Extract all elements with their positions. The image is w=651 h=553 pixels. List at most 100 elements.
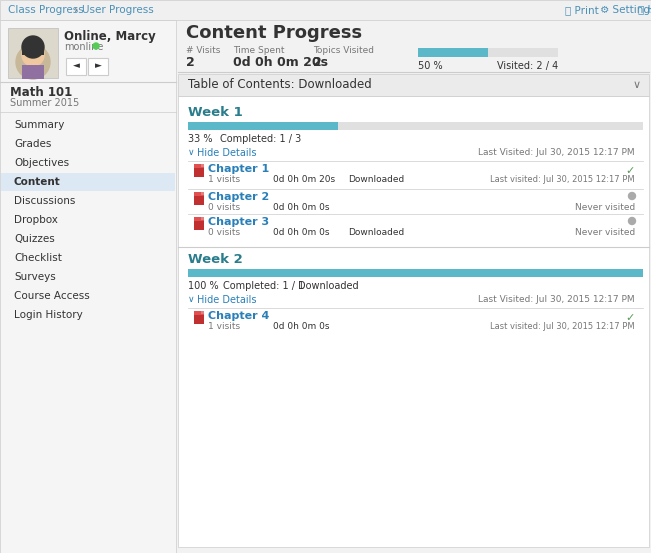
Text: 2: 2: [186, 56, 195, 69]
Text: ⎙ Print: ⎙ Print: [565, 5, 599, 15]
Text: 33 %: 33 %: [188, 134, 212, 144]
Text: Table of Contents: Downloaded: Table of Contents: Downloaded: [188, 79, 372, 91]
Text: 50 %: 50 %: [418, 61, 443, 71]
Bar: [88, 58, 108, 75]
Text: Never visited: Never visited: [575, 203, 635, 212]
Circle shape: [93, 43, 99, 49]
Bar: [194, 311, 204, 324]
Text: Week 1: Week 1: [188, 106, 243, 119]
Text: ►: ►: [94, 61, 102, 70]
Text: Chapter 4: Chapter 4: [208, 311, 270, 321]
Bar: [8, 28, 58, 78]
Text: Checklist: Checklist: [14, 253, 62, 263]
Text: Downloaded: Downloaded: [348, 175, 404, 184]
Text: ◄: ◄: [72, 61, 79, 70]
Bar: [188, 269, 643, 277]
Circle shape: [16, 45, 50, 79]
Text: ⚙ Settings: ⚙ Settings: [600, 5, 651, 15]
Text: Hide Details: Hide Details: [197, 295, 256, 305]
Bar: [194, 164, 204, 168]
Text: 0d 0h 0m 20s: 0d 0h 0m 20s: [233, 56, 328, 69]
Bar: [194, 217, 204, 230]
Text: Completed: 1 / 1: Completed: 1 / 1: [223, 281, 304, 291]
Bar: [0, 0, 651, 20]
Circle shape: [22, 44, 44, 66]
Text: 0d 0h 0m 20s: 0d 0h 0m 20s: [273, 175, 335, 184]
Text: 0 visits: 0 visits: [208, 203, 240, 212]
Text: 0 visits: 0 visits: [208, 228, 240, 237]
Text: Surveys: Surveys: [14, 272, 56, 282]
Text: Last visited: Jul 30, 2015 12:17 PM: Last visited: Jul 30, 2015 12:17 PM: [490, 322, 635, 331]
Text: ∨: ∨: [188, 148, 195, 157]
Text: 2: 2: [313, 56, 322, 69]
Bar: [22, 65, 44, 79]
Text: Content Progress: Content Progress: [186, 24, 362, 42]
Text: Downloaded: Downloaded: [298, 281, 359, 291]
Bar: [194, 217, 204, 221]
Text: Time Spent: Time Spent: [233, 46, 284, 55]
Text: Quizzes: Quizzes: [14, 234, 55, 244]
Bar: [201, 311, 204, 314]
Bar: [194, 192, 204, 196]
Bar: [194, 192, 204, 205]
Bar: [22, 47, 44, 55]
Bar: [188, 122, 643, 130]
Text: User Progress: User Progress: [82, 5, 154, 15]
Text: Login History: Login History: [14, 310, 83, 320]
Text: monline: monline: [64, 42, 104, 52]
Bar: [1, 173, 175, 191]
Bar: [201, 217, 204, 220]
Text: # Visits: # Visits: [186, 46, 221, 55]
Text: Online, Marcy: Online, Marcy: [64, 30, 156, 43]
Text: Never visited: Never visited: [575, 228, 635, 237]
Circle shape: [628, 217, 635, 225]
Text: 100 %: 100 %: [188, 281, 219, 291]
Text: Hide Details: Hide Details: [197, 148, 256, 158]
Circle shape: [628, 192, 635, 200]
Text: Last Visited: Jul 30, 2015 12:17 PM: Last Visited: Jul 30, 2015 12:17 PM: [478, 148, 635, 157]
Circle shape: [22, 36, 44, 58]
Text: Objectives: Objectives: [14, 158, 69, 168]
Bar: [178, 96, 649, 547]
Text: ✓: ✓: [626, 166, 635, 176]
Bar: [188, 122, 338, 130]
Text: ›: ›: [74, 5, 78, 15]
Text: ∨: ∨: [188, 295, 195, 304]
Bar: [0, 20, 176, 553]
Text: 0d 0h 0m 0s: 0d 0h 0m 0s: [273, 228, 329, 237]
Text: Class Progress: Class Progress: [8, 5, 84, 15]
Text: Chapter 1: Chapter 1: [208, 164, 270, 174]
Text: Summer 2015: Summer 2015: [10, 98, 79, 108]
Text: Chapter 2: Chapter 2: [208, 192, 270, 202]
Text: Math 101: Math 101: [10, 86, 72, 99]
Text: ∨: ∨: [633, 80, 641, 90]
Text: ✓: ✓: [626, 313, 635, 323]
Text: Discussions: Discussions: [14, 196, 76, 206]
Text: Dropbox: Dropbox: [14, 215, 58, 225]
Text: Last visited: Jul 30, 2015 12:17 PM: Last visited: Jul 30, 2015 12:17 PM: [490, 175, 635, 184]
Bar: [66, 58, 86, 75]
Bar: [418, 48, 558, 57]
Bar: [418, 48, 488, 57]
Bar: [201, 192, 204, 195]
Bar: [188, 269, 643, 277]
Text: Topics Visited: Topics Visited: [313, 46, 374, 55]
Text: 0d 0h 0m 0s: 0d 0h 0m 0s: [273, 203, 329, 212]
Text: Visited: 2 / 4: Visited: 2 / 4: [497, 61, 558, 71]
Text: Completed: 1 / 3: Completed: 1 / 3: [220, 134, 301, 144]
Text: ❓ Help: ❓ Help: [638, 5, 651, 15]
Bar: [201, 164, 204, 167]
Bar: [194, 164, 204, 177]
Text: Content: Content: [14, 177, 61, 187]
Text: 1 visits: 1 visits: [208, 175, 240, 184]
Text: Last Visited: Jul 30, 2015 12:17 PM: Last Visited: Jul 30, 2015 12:17 PM: [478, 295, 635, 304]
Bar: [178, 74, 649, 96]
Text: Chapter 3: Chapter 3: [208, 217, 269, 227]
Text: Summary: Summary: [14, 120, 64, 130]
Text: 0d 0h 0m 0s: 0d 0h 0m 0s: [273, 322, 329, 331]
Text: Week 2: Week 2: [188, 253, 243, 266]
Text: 1 visits: 1 visits: [208, 322, 240, 331]
Bar: [194, 311, 204, 315]
Text: Downloaded: Downloaded: [348, 228, 404, 237]
Text: Course Access: Course Access: [14, 291, 90, 301]
